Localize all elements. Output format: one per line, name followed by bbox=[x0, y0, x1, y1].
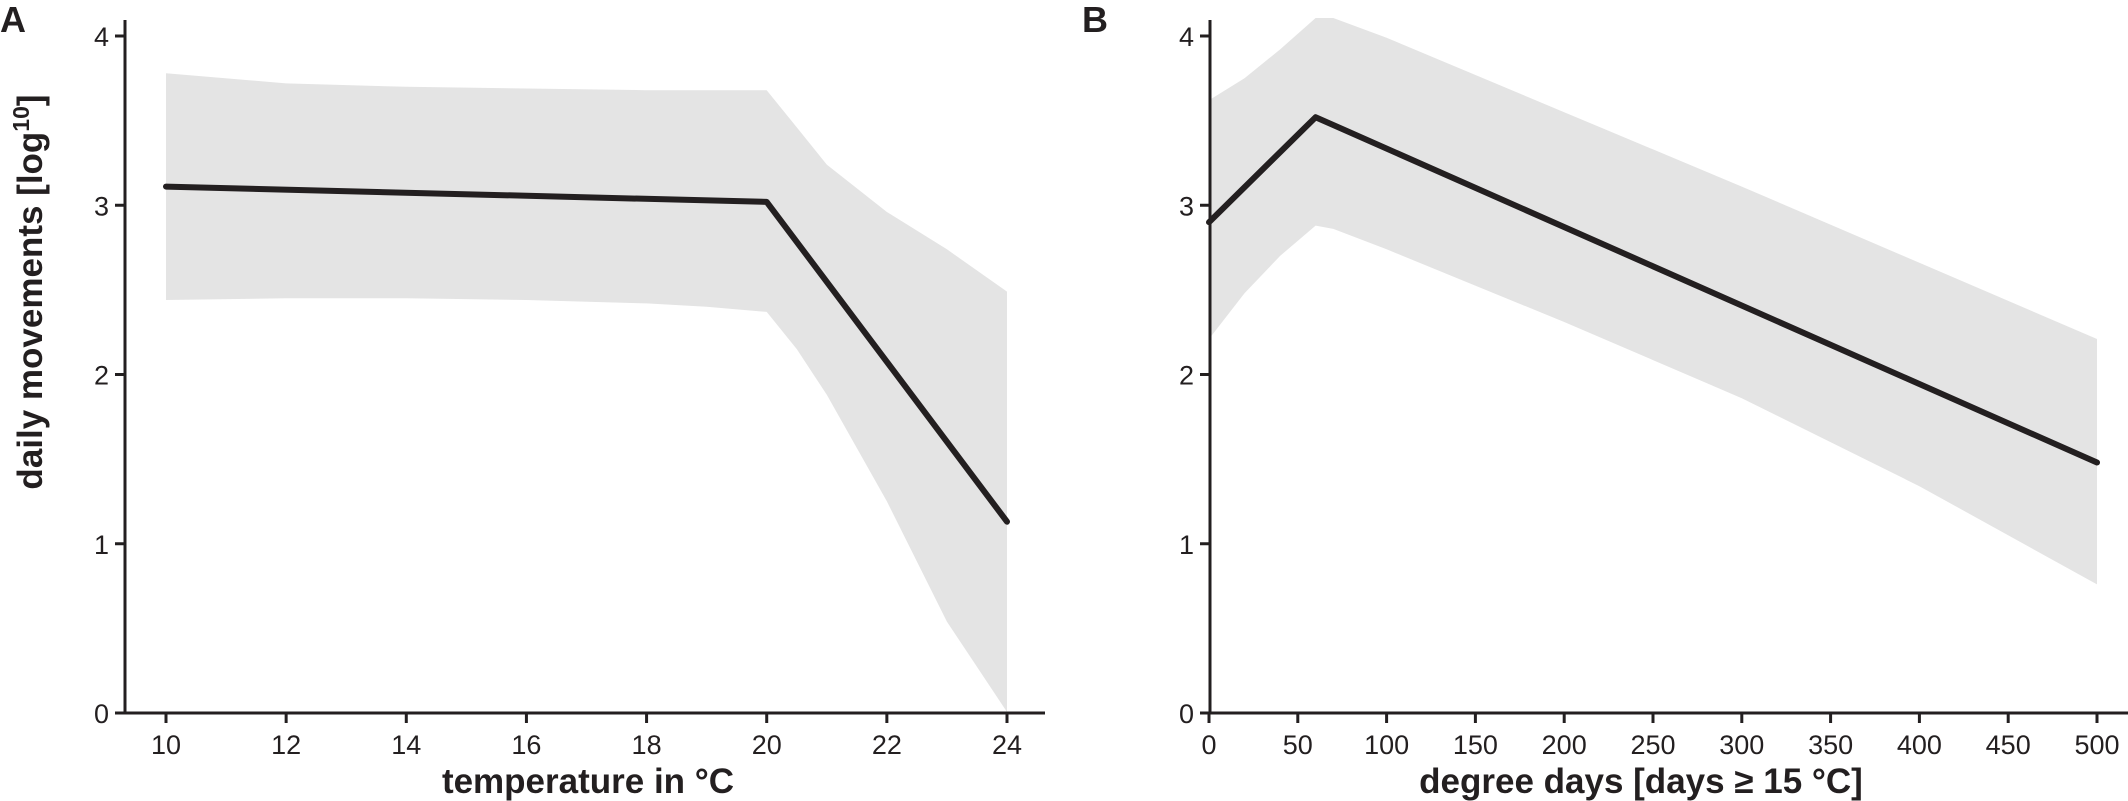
x-tick-label: 10 bbox=[151, 730, 181, 760]
x-tick-label: 200 bbox=[1542, 730, 1587, 760]
x-tick-label: 100 bbox=[1364, 730, 1409, 760]
x-tick-label: 450 bbox=[1986, 730, 2031, 760]
x-axis-title-b: degree days [days ≥ 15 °C] bbox=[1419, 762, 1863, 801]
x-axis-title-a: temperature in °C bbox=[442, 762, 734, 801]
x-tick-label: 0 bbox=[1201, 730, 1216, 760]
y-tick-label: 1 bbox=[1179, 530, 1194, 560]
panel-letter-a: A bbox=[0, 0, 26, 40]
y-tick-label: 3 bbox=[94, 191, 109, 221]
panel-letter-b: B bbox=[1082, 0, 1108, 40]
x-tick-label: 250 bbox=[1630, 730, 1675, 760]
y-tick-label: 4 bbox=[1179, 22, 1194, 52]
x-tick-label: 24 bbox=[992, 730, 1022, 760]
y-axis-title-a: daily movements [log10] bbox=[8, 94, 50, 489]
x-tick-label: 12 bbox=[271, 730, 301, 760]
x-tick-label: 14 bbox=[391, 730, 421, 760]
x-tick-label: 500 bbox=[2074, 730, 2119, 760]
y-tick-label: 3 bbox=[1179, 191, 1194, 221]
y-axis-title-close: ] bbox=[11, 94, 50, 106]
y-tick-label: 2 bbox=[1179, 361, 1194, 391]
x-tick-label: 16 bbox=[511, 730, 541, 760]
panel-b: 0 1 2 3 4 0 50 100 150 200 250 300 350 400 450 500 B de… bbox=[1082, 0, 2128, 801]
x-tick-label: 22 bbox=[872, 730, 902, 760]
x-tick-label: 18 bbox=[632, 730, 662, 760]
y-tick-label: 1 bbox=[94, 530, 109, 560]
confidence-band-a bbox=[166, 73, 1007, 712]
y-axis-title-main: daily movements [log bbox=[11, 132, 50, 490]
y-tick-label: 0 bbox=[1179, 699, 1194, 729]
fit-line-b bbox=[1206, 114, 2100, 466]
x-tick-label: 20 bbox=[752, 730, 782, 760]
y-tick-label: 4 bbox=[94, 22, 109, 52]
x-tick-label: 350 bbox=[1808, 730, 1853, 760]
fit-line-a bbox=[163, 183, 1010, 525]
y-tick-label: 2 bbox=[94, 361, 109, 391]
axes-b: 0 1 2 3 4 0 50 100 150 200 250 300 350 400 450 500 bbox=[1179, 20, 2128, 760]
x-tick-label: 150 bbox=[1453, 730, 1498, 760]
y-axis-title-superscript: 10 bbox=[8, 106, 34, 132]
x-tick-label: 300 bbox=[1719, 730, 1764, 760]
x-tick-label: 400 bbox=[1897, 730, 1942, 760]
x-tick-label: 50 bbox=[1283, 730, 1313, 760]
confidence-band-b bbox=[1209, 18, 2097, 585]
y-tick-label: 0 bbox=[94, 699, 109, 729]
